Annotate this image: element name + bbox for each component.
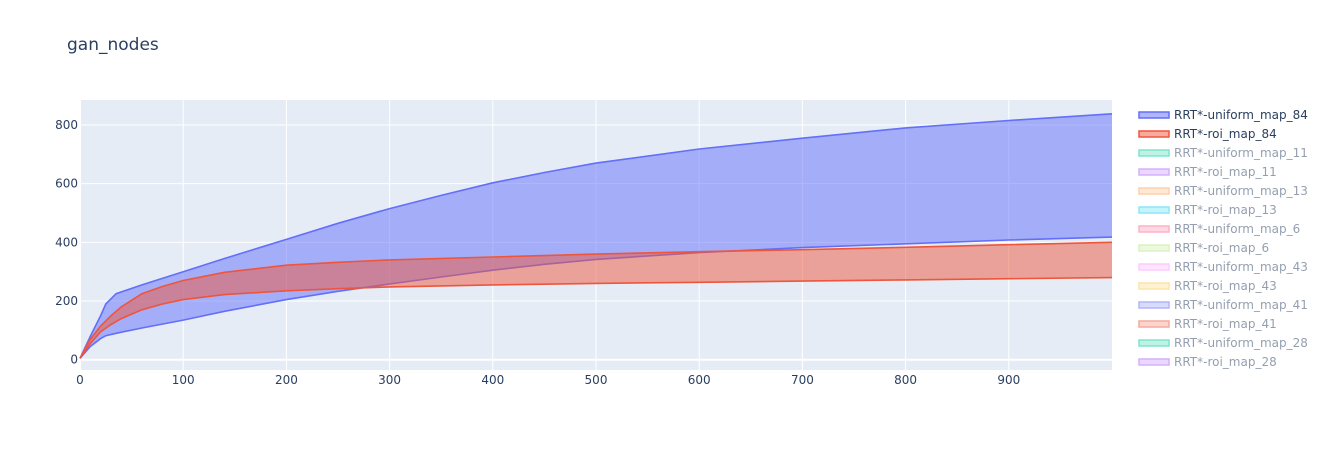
legend-swatch	[1138, 206, 1170, 214]
x-tick-label: 100	[172, 373, 195, 387]
legend-label: RRT*-roi_map_41	[1174, 317, 1277, 331]
legend-swatch	[1138, 320, 1170, 328]
line-upper-RRT*-roi_map_84	[79, 241, 1113, 359]
x-tick-label: 200	[275, 373, 298, 387]
legend-label: RRT*-roi_map_6	[1174, 241, 1269, 255]
line-upper-RRT*-uniform_map_84	[79, 113, 1113, 359]
legend-label: RRT*-uniform_map_28	[1174, 336, 1308, 350]
legend-item[interactable]: RRT*-uniform_map_11	[1138, 146, 1308, 160]
y-tick-label: 0	[70, 353, 78, 367]
x-tick-label: 700	[791, 373, 814, 387]
legend-swatch	[1138, 225, 1170, 233]
legend-label: RRT*-uniform_map_11	[1174, 146, 1308, 160]
y-tick-label: 200	[55, 294, 78, 308]
legend-label: RRT*-uniform_map_6	[1174, 222, 1300, 236]
legend-label: RRT*-roi_map_28	[1174, 355, 1277, 369]
legend-item[interactable]: RRT*-uniform_map_13	[1138, 184, 1308, 198]
legend: RRT*-uniform_map_84 RRT*-roi_map_84 RRT*-u…	[1138, 108, 1308, 369]
series-layer	[79, 113, 1113, 359]
x-tick-label: 500	[585, 373, 608, 387]
legend-label: RRT*-roi_map_43	[1174, 279, 1277, 293]
legend-label: RRT*-uniform_map_13	[1174, 184, 1308, 198]
legend-label: RRT*-uniform_map_43	[1174, 260, 1308, 274]
legend-swatch	[1138, 358, 1170, 366]
y-tick-label: 600	[55, 177, 78, 191]
y-tick-label: 400	[55, 235, 78, 249]
legend-label: RRT*-roi_map_84	[1174, 127, 1277, 141]
legend-swatch	[1138, 149, 1170, 157]
legend-label: RRT*-roi_map_13	[1174, 203, 1277, 217]
legend-item[interactable]: RRT*-uniform_map_28	[1138, 336, 1308, 350]
x-tick-label: 800	[894, 373, 917, 387]
y-tick-label: 800	[55, 118, 78, 132]
legend-swatch	[1138, 130, 1170, 138]
x-tick-label: 900	[997, 373, 1020, 387]
line-lower-RRT*-roi_map_84	[79, 276, 1113, 359]
legend-swatch	[1138, 187, 1170, 195]
legend-swatch	[1138, 301, 1170, 309]
chart-title: gan_nodes	[67, 35, 159, 55]
band-RRT*-roi_map_84	[80, 242, 1112, 359]
legend-item[interactable]: RRT*-roi_map_84	[1138, 127, 1277, 141]
legend-item[interactable]: RRT*-roi_map_43	[1138, 279, 1277, 293]
legend-item[interactable]: RRT*-roi_map_11	[1138, 165, 1277, 179]
legend-swatch	[1138, 339, 1170, 347]
legend-label: RRT*-roi_map_11	[1174, 165, 1277, 179]
legend-item[interactable]: RRT*-uniform_map_6	[1138, 222, 1300, 236]
legend-item[interactable]: RRT*-uniform_map_41	[1138, 298, 1308, 312]
legend-item[interactable]: RRT*-roi_map_13	[1138, 203, 1277, 217]
x-tick-label: 0	[76, 373, 84, 387]
legend-swatch	[1138, 263, 1170, 271]
axis-layer: 0 100 200 300 400 500 600 700 800 900 0 200 400 600 80…	[55, 118, 1020, 387]
x-tick-label: 400	[481, 373, 504, 387]
legend-swatch	[1138, 168, 1170, 176]
legend-item[interactable]: RRT*-roi_map_6	[1138, 241, 1269, 255]
legend-label: RRT*-uniform_map_41	[1174, 298, 1308, 312]
legend-item[interactable]: RRT*-uniform_map_84	[1138, 108, 1308, 122]
legend-swatch	[1138, 282, 1170, 290]
x-tick-label: 600	[688, 373, 711, 387]
x-tick-label: 300	[378, 373, 401, 387]
band-RRT*-uniform_map_84	[80, 113, 1112, 359]
legend-swatch	[1138, 111, 1170, 119]
legend-label: RRT*-uniform_map_84	[1174, 108, 1308, 122]
legend-item[interactable]: RRT*-roi_map_28	[1138, 355, 1277, 369]
legend-swatch	[1138, 244, 1170, 252]
legend-item[interactable]: RRT*-roi_map_41	[1138, 317, 1277, 331]
legend-item[interactable]: RRT*-uniform_map_43	[1138, 260, 1308, 274]
